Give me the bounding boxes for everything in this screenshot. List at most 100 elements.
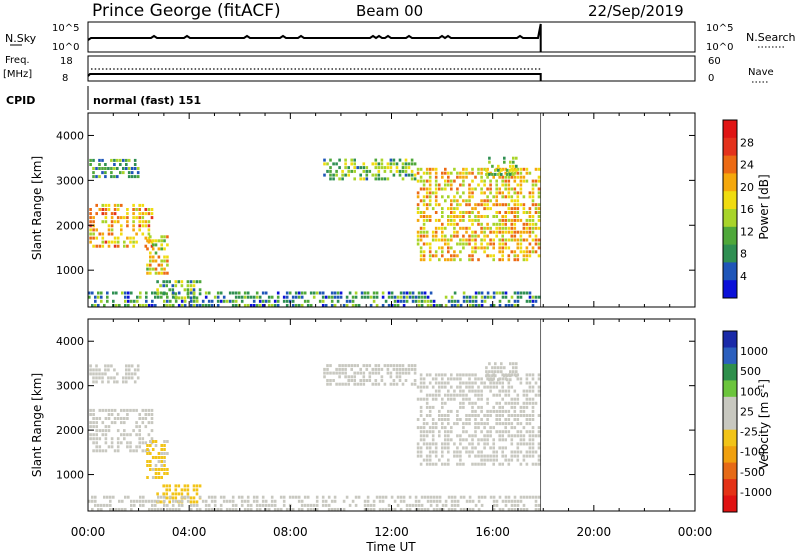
echo-cell-7: [312, 508, 316, 511]
echo-cell-5: [516, 191, 520, 195]
echo-cell-0: [107, 380, 110, 384]
echo-cell-5: [528, 454, 532, 458]
echo-cell-5: [522, 438, 526, 442]
echo-cell-1: [95, 429, 98, 433]
echo-cell-5: [489, 238, 492, 242]
echo-cell-7: [330, 499, 334, 503]
echo-cell-7: [252, 495, 256, 499]
echo-cell-5: [513, 211, 517, 214]
echo-cell-6: [497, 172, 500, 176]
echo-cell-7: [438, 304, 442, 307]
echo-cell-5: [531, 179, 535, 183]
echo-cell-5: [477, 183, 480, 187]
echo-cell-5: [507, 422, 511, 426]
echo-cell-5: [516, 442, 520, 446]
echo-cell-5: [431, 397, 435, 401]
echo-cell-7: [390, 508, 394, 511]
echo-cell-0: [89, 368, 92, 372]
echo-cell-7: [480, 503, 484, 507]
echo-cell-4: [362, 166, 366, 170]
echo-cell-2: [160, 239, 163, 243]
echo-cell-5: [477, 215, 480, 218]
echo-cell-7: [121, 499, 124, 503]
echo-cell-1: [123, 408, 126, 412]
echo-cell-4: [389, 158, 393, 162]
echo-cell-7: [189, 508, 193, 511]
echo-cell-5: [525, 393, 529, 397]
echo-cell-5: [462, 215, 465, 218]
echo-cell-1: [110, 212, 114, 216]
echo-cell-7: [291, 304, 295, 307]
echo-cell-5: [471, 414, 474, 417]
echo-cell-5: [531, 405, 535, 409]
echo-cell-4: [383, 169, 387, 173]
echo-cell-1: [150, 216, 154, 220]
echo-cell-2: [151, 239, 155, 243]
echo-cell-5: [431, 393, 435, 397]
echo-cell-3: [186, 284, 190, 288]
echo-cell-7: [333, 495, 337, 499]
echo-cell-5: [459, 393, 462, 397]
echo-cell-4: [347, 379, 350, 382]
echo-cell-7: [157, 495, 160, 499]
echo-cell-0: [125, 364, 128, 368]
echo-cell-5: [465, 167, 468, 171]
echo-cell-5: [425, 187, 429, 191]
echo-cell-5: [516, 373, 520, 377]
echo-cell-5: [465, 397, 468, 401]
echo-cell-7: [145, 291, 148, 295]
echo-cell-7: [180, 495, 184, 499]
echo-cell-5: [456, 203, 459, 207]
echo-cell-5: [459, 442, 462, 446]
echo-cell-0: [122, 171, 125, 175]
echo-cell-5: [474, 187, 477, 191]
echo-cell-7: [94, 503, 97, 507]
echo-cell-5: [468, 401, 471, 405]
echo-cell-3: [162, 284, 165, 288]
echo-cell-7: [402, 304, 406, 307]
echo-cell-5: [489, 458, 492, 462]
echo-cell-1: [101, 232, 105, 236]
echo-cell-5: [434, 450, 438, 454]
echo-cell-5: [474, 250, 477, 254]
echo-cell-5: [474, 246, 477, 250]
echo-cell-7: [366, 503, 370, 507]
echo-cell-2: [166, 452, 169, 455]
echo-cell-2: [154, 476, 158, 479]
echo-cell-5: [447, 422, 450, 426]
echo-cell-4: [404, 166, 408, 170]
echo-cell-7: [348, 503, 352, 507]
echo-cell-5: [513, 215, 517, 218]
echo-cell-7: [465, 499, 469, 503]
echo-cell-1: [138, 425, 141, 429]
echo-cell-7: [228, 299, 232, 303]
echo-cell-7: [300, 508, 304, 511]
echo-cell-2: [154, 444, 158, 447]
echo-cell-7: [163, 299, 166, 303]
echo-cell-5: [444, 187, 447, 191]
echo-cell-7: [127, 295, 130, 299]
power-ylabel: Slant Range [km]: [30, 156, 44, 260]
echo-cell-5: [447, 195, 450, 199]
echo-cell-7: [417, 499, 421, 503]
echo-cell-1: [110, 421, 114, 425]
echo-cell-5: [504, 175, 507, 179]
echo-cell-5: [465, 393, 468, 397]
echo-cell-5: [531, 230, 535, 234]
echo-cell-5: [465, 230, 468, 234]
echo-cell-7: [498, 304, 502, 307]
echo-cell-7: [405, 291, 409, 295]
echo-cell-2: [163, 267, 166, 271]
echo-cell-4: [377, 371, 381, 375]
echo-cell-1: [95, 449, 98, 453]
colorbar-tick-label: -500: [740, 466, 765, 479]
echo-cell-5: [501, 195, 504, 199]
echo-cell-5: [441, 187, 444, 191]
echo-cell-7: [411, 299, 415, 303]
echo-cell-7: [411, 503, 415, 507]
echo-cell-4: [407, 166, 411, 170]
echo-cell-5: [428, 199, 432, 203]
echo-cell-5: [480, 397, 483, 401]
echo-cell-1: [126, 216, 129, 220]
echo-cell-7: [465, 295, 469, 299]
